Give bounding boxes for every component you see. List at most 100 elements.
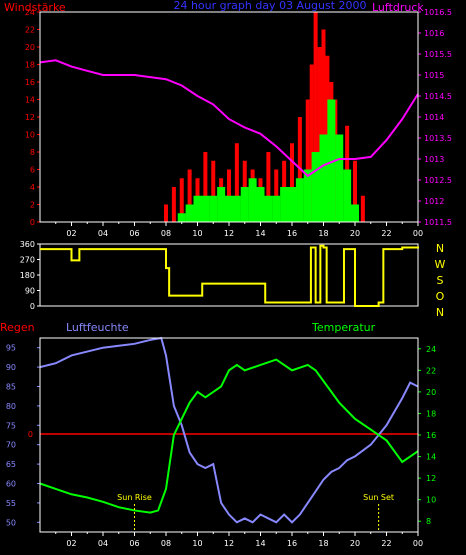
- humidity-y-tick-label: 85: [6, 383, 16, 392]
- wind-bar: [256, 187, 265, 222]
- pressure-y-tick-label: 1015.5: [424, 50, 452, 59]
- wind-y-tick-label: 18: [25, 61, 35, 70]
- pressure-axis-label: Luftdruck: [372, 1, 424, 14]
- wind-y-tick-label: 2: [30, 201, 35, 210]
- wind-bar: [240, 187, 249, 222]
- wind-bar: [319, 134, 328, 222]
- bottom-x-tick-label: 02: [66, 539, 76, 548]
- humidity-y-tick-label: 90: [6, 363, 16, 372]
- rain-humidity-temperature-panel: Regen Luftfeuchte Temperatur50556065707580…: [0, 321, 436, 548]
- bottom-x-tick-label: 14: [255, 539, 265, 548]
- pressure-y-tick-label: 1014: [424, 113, 444, 122]
- direction-panel-frame: [39, 243, 419, 307]
- temperature-axis-label: Temperatur: [311, 321, 376, 334]
- gust-bar: [187, 169, 192, 222]
- pressure-y-tick-label: 1012.5: [424, 176, 452, 185]
- wind-bar: [209, 195, 218, 222]
- humidity-y-tick-label: 75: [6, 421, 16, 430]
- wind-y-tick-label: 16: [25, 78, 35, 87]
- wind-bar: [280, 187, 289, 222]
- wind-axis-label: Windstärke: [4, 1, 66, 14]
- pressure-y-tick-label: 1012: [424, 197, 444, 206]
- humidity-axis-label: Luftfeuchte: [66, 321, 129, 334]
- gust-bar: [234, 143, 239, 222]
- gust-bar: [353, 160, 357, 222]
- gust-bar: [203, 152, 208, 222]
- direction-y-tick-label: 360: [20, 240, 35, 249]
- pressure-y-tick-label: 1011.5: [424, 218, 452, 227]
- temperature-y-tick-label: 14: [426, 453, 436, 462]
- bottom-x-tick-label: 22: [381, 539, 391, 548]
- temperature-line: [39, 358, 419, 514]
- bottom-x-tick-label: 20: [350, 539, 360, 548]
- wind-bar: [295, 178, 304, 222]
- pressure-y-tick-label: 1016.5: [424, 8, 452, 17]
- wind-bar: [288, 187, 296, 222]
- rain-axis-label: Regen: [0, 321, 35, 334]
- wind-bar: [343, 169, 352, 222]
- wind-y-tick-label: 12: [25, 113, 35, 122]
- compass-label: O: [436, 290, 445, 303]
- wind-y-tick-label: 8: [30, 148, 35, 157]
- humidity-y-tick-label: 70: [6, 441, 16, 450]
- wind-bar: [303, 169, 312, 222]
- wind-bar: [311, 152, 320, 222]
- gust-bar: [266, 152, 271, 222]
- wind-y-tick-label: 20: [25, 43, 35, 52]
- sun-annotation: Sun Set: [363, 493, 394, 502]
- wind-bar: [272, 195, 281, 222]
- gust-bar: [164, 204, 168, 222]
- gust-bar: [305, 99, 310, 222]
- temperature-y-tick-label: 20: [426, 388, 436, 397]
- compass-label: N: [436, 306, 444, 319]
- wind-bar: [335, 134, 344, 222]
- wind-bar: [177, 213, 186, 222]
- wind-x-tick-label: 06: [129, 229, 139, 238]
- humidity-y-tick-label: 60: [6, 480, 16, 489]
- bottom-x-tick-label: 12: [224, 539, 234, 548]
- wind-x-tick-label: 08: [161, 229, 171, 238]
- wind-x-tick-label: 04: [98, 229, 108, 238]
- humidity-y-tick-label: 65: [6, 460, 16, 469]
- direction-y-tick-label: 0: [30, 302, 35, 311]
- gust-bar: [171, 187, 176, 222]
- compass-label: W: [435, 258, 446, 271]
- temperature-y-tick-label: 10: [426, 496, 436, 505]
- pressure-y-tick-label: 1013.5: [424, 134, 452, 143]
- bottom-x-tick-label: 10: [192, 539, 202, 548]
- chart-title: 24 hour graph day 03 August 2000: [173, 0, 366, 12]
- pressure-line: [39, 59, 419, 178]
- bottom-x-tick-label: 00: [413, 539, 423, 548]
- wind-bar: [327, 99, 336, 222]
- wind-bar: [264, 195, 273, 222]
- humidity-line: [39, 336, 419, 524]
- pressure-y-tick-label: 1016: [424, 29, 444, 38]
- wind-y-tick-label: 0: [30, 218, 35, 227]
- gust-bar: [360, 195, 365, 222]
- wind-x-tick-label: 02: [66, 229, 76, 238]
- temperature-y-tick-label: 22: [426, 366, 436, 375]
- wind-bar: [351, 204, 359, 222]
- direction-y-tick-label: 180: [20, 271, 35, 280]
- direction-y-tick-label: 270: [20, 256, 35, 265]
- wind-y-tick-label: 22: [25, 26, 35, 35]
- gust-bar: [290, 143, 294, 222]
- pressure-y-tick-label: 1013: [424, 155, 444, 164]
- sun-annotation: Sun Rise: [117, 493, 152, 502]
- wind-x-tick-label: 20: [350, 229, 360, 238]
- wind-x-tick-label: 16: [287, 229, 297, 238]
- wind-x-tick-label: 22: [381, 229, 391, 238]
- gust-bar: [211, 160, 216, 222]
- pressure-y-tick-label: 1014.5: [424, 92, 452, 101]
- wind-bar: [248, 178, 257, 222]
- wind-x-tick-label: 10: [192, 229, 202, 238]
- bottom-panel-frame: [39, 337, 419, 533]
- wind-bar: [217, 187, 226, 222]
- temperature-y-tick-label: 12: [426, 474, 436, 483]
- wind-y-tick-label: 4: [30, 183, 35, 192]
- temperature-y-tick-label: 18: [426, 409, 436, 418]
- wind-pressure-panel: 0246810121416182022241011.510121012.5101…: [4, 1, 452, 238]
- gust-bar: [313, 12, 318, 222]
